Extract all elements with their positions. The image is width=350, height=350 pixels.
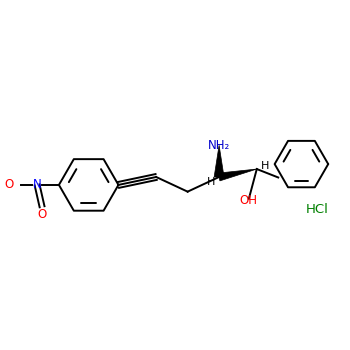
Text: OH: OH [240,194,258,207]
Text: N: N [33,178,42,191]
Text: H: H [261,161,269,171]
Text: O: O [5,178,14,191]
Text: NH₂: NH₂ [208,139,230,152]
Text: HCl: HCl [306,203,328,216]
Polygon shape [218,169,257,181]
Text: O: O [37,208,47,221]
Text: H: H [207,177,215,187]
Polygon shape [214,145,224,177]
